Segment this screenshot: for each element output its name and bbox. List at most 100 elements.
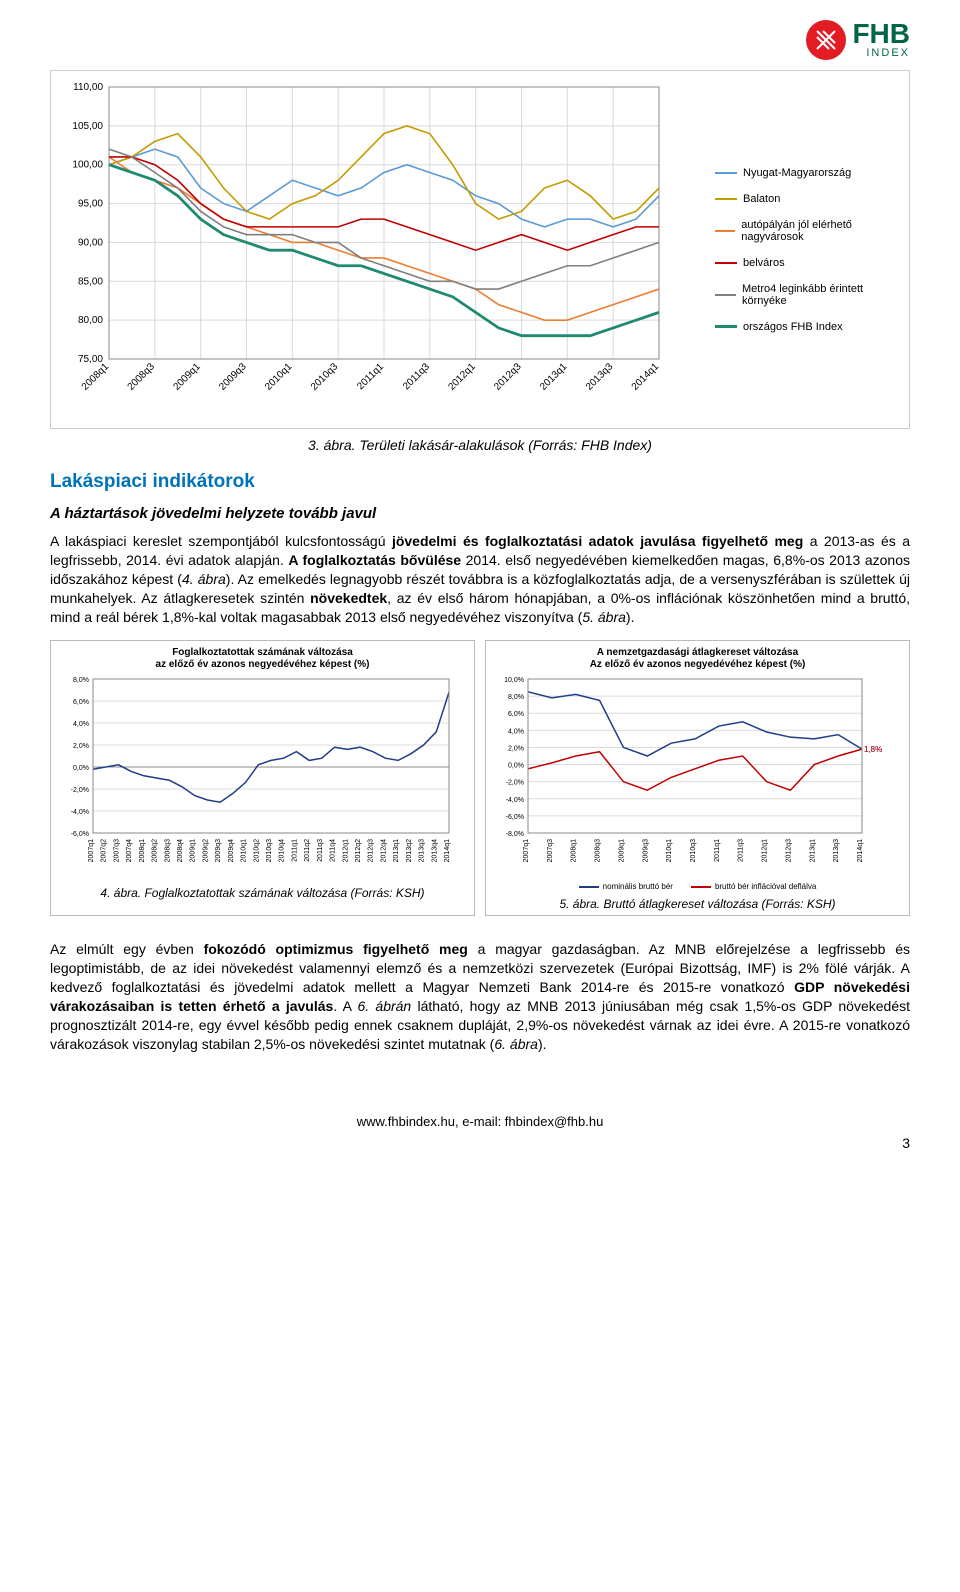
svg-text:2010q1: 2010q1 [263, 361, 295, 393]
svg-text:0,0%: 0,0% [73, 765, 89, 772]
svg-text:2009q4: 2009q4 [228, 839, 235, 862]
svg-text:2013q3: 2013q3 [584, 361, 616, 393]
section-heading: Lakáspiaci indikátorok [50, 471, 910, 493]
svg-text:2010q3: 2010q3 [266, 839, 273, 862]
svg-text:2009q3: 2009q3 [215, 839, 222, 862]
page-header: FHB INDEX [50, 20, 910, 60]
body-paragraph-2: Az elmúlt egy évben fokozódó optimizmus … [50, 940, 910, 1053]
svg-text:2009q1: 2009q1 [618, 839, 625, 862]
svg-text:2013q1: 2013q1 [809, 839, 816, 862]
svg-text:100,00: 100,00 [72, 160, 103, 171]
logo-mark-icon [806, 20, 846, 60]
svg-text:2012q4: 2012q4 [380, 839, 387, 862]
svg-text:2013q1: 2013q1 [393, 839, 400, 862]
svg-text:2010q1: 2010q1 [241, 839, 248, 862]
svg-text:2011q3: 2011q3 [738, 839, 745, 862]
svg-text:2008q2: 2008q2 [152, 839, 159, 862]
svg-text:2010q3: 2010q3 [690, 839, 697, 862]
chart4-title: Foglalkoztatottak számának változásaaz e… [55, 647, 470, 671]
svg-text:95,00: 95,00 [78, 199, 103, 210]
svg-text:10,0%: 10,0% [504, 677, 524, 684]
svg-text:0,0%: 0,0% [508, 763, 524, 770]
chart5-legend: nominális bruttó bérbruttó bér inflációv… [490, 882, 905, 891]
chart5-svg: -8,0%-6,0%-4,0%-2,0%0,0%2,0%4,0%6,0%8,0%… [490, 675, 890, 875]
svg-text:2009q1: 2009q1 [171, 361, 203, 393]
legend-item: bruttó bér inflációval deflálva [691, 882, 816, 891]
svg-text:2014q1: 2014q1 [630, 361, 662, 393]
svg-text:2011q3: 2011q3 [317, 839, 324, 862]
svg-text:2012q1: 2012q1 [762, 839, 769, 862]
svg-text:2010q1: 2010q1 [666, 839, 673, 862]
svg-text:2008q1: 2008q1 [139, 839, 146, 862]
svg-text:-6,0%: -6,0% [71, 831, 89, 838]
svg-text:2007q3: 2007q3 [113, 839, 120, 862]
svg-text:105,00: 105,00 [72, 121, 103, 132]
svg-text:2008q3: 2008q3 [126, 361, 158, 393]
svg-text:2013q4: 2013q4 [431, 839, 438, 862]
legend-item: Metro4 leginkább érintett környéke [715, 283, 903, 307]
figure4-caption: 4. ábra. Foglalkoztatottak számának vált… [55, 886, 470, 900]
svg-text:2008q1: 2008q1 [80, 361, 112, 393]
legend-item: autópályán jól elérhető nagyvárosok [715, 219, 903, 243]
svg-text:-6,0%: -6,0% [506, 814, 524, 821]
svg-text:2009q1: 2009q1 [190, 839, 197, 862]
legend-item: belváros [715, 257, 903, 269]
chart-figure-3: 75,0080,0085,0090,0095,00100,00105,00110… [50, 70, 910, 429]
svg-text:4,0%: 4,0% [508, 729, 524, 736]
svg-text:-4,0%: -4,0% [506, 797, 524, 804]
svg-text:90,00: 90,00 [78, 237, 103, 248]
svg-text:-2,0%: -2,0% [506, 780, 524, 787]
svg-text:2007q2: 2007q2 [101, 839, 108, 862]
svg-text:85,00: 85,00 [78, 276, 103, 287]
svg-text:2013q2: 2013q2 [406, 839, 413, 862]
svg-text:2014q1: 2014q1 [857, 839, 864, 862]
svg-text:80,00: 80,00 [78, 315, 103, 326]
svg-text:2008q3: 2008q3 [164, 839, 171, 862]
svg-text:6,0%: 6,0% [508, 712, 524, 719]
chart3-legend: Nyugat-MagyarországBalatonautópályán jól… [709, 71, 909, 428]
page-footer: www.fhbindex.hu, e-mail: fhbindex@fhb.hu [50, 1114, 910, 1129]
chart-figure-4: Foglalkoztatottak számának változásaaz e… [50, 640, 475, 916]
svg-text:2012q2: 2012q2 [355, 839, 362, 862]
svg-text:2012q3: 2012q3 [492, 361, 524, 393]
svg-text:2012q1: 2012q1 [446, 361, 478, 393]
svg-text:110,00: 110,00 [73, 82, 103, 93]
figure3-caption: 3. ábra. Területi lakásár-alakulások (Fo… [50, 437, 910, 453]
chart3-plot-area: 75,0080,0085,0090,0095,00100,00105,00110… [51, 71, 709, 428]
svg-text:2011q1: 2011q1 [355, 361, 386, 392]
charts-row-4-5: Foglalkoztatottak számának változásaaz e… [50, 640, 910, 916]
chart4-svg: -6,0%-4,0%-2,0%0,0%2,0%4,0%6,0%8,0%2007q… [55, 675, 455, 875]
svg-text:2007q4: 2007q4 [126, 839, 133, 862]
svg-text:2007q1: 2007q1 [523, 839, 530, 862]
svg-text:2014q1: 2014q1 [444, 839, 451, 862]
svg-text:6,0%: 6,0% [73, 699, 89, 706]
svg-text:2007q3: 2007q3 [547, 839, 554, 862]
svg-text:1,8%: 1,8% [864, 746, 882, 755]
svg-text:2009q3: 2009q3 [642, 839, 649, 862]
svg-text:2008q3: 2008q3 [595, 839, 602, 862]
svg-text:2012q1: 2012q1 [342, 839, 349, 862]
figure5-caption: 5. ábra. Bruttó átlagkereset változása (… [490, 897, 905, 911]
brand-logo: FHB INDEX [806, 20, 910, 60]
svg-text:2007q1: 2007q1 [88, 839, 95, 862]
svg-text:2012q3: 2012q3 [368, 839, 375, 862]
subsection-heading: A háztartások jövedelmi helyzete tovább … [50, 505, 910, 522]
svg-text:2010q3: 2010q3 [309, 361, 341, 393]
legend-item: országos FHB Index [715, 321, 903, 333]
svg-text:2009q3: 2009q3 [217, 361, 249, 393]
svg-text:-2,0%: -2,0% [71, 787, 89, 794]
svg-text:8,0%: 8,0% [508, 695, 524, 702]
logo-brand-text: FHB [852, 21, 910, 46]
legend-item: Nyugat-Magyarország [715, 167, 903, 179]
svg-text:-4,0%: -4,0% [71, 809, 89, 816]
svg-text:2011q3: 2011q3 [401, 361, 432, 392]
svg-text:4,0%: 4,0% [73, 721, 89, 728]
svg-text:2,0%: 2,0% [508, 746, 524, 753]
chart5-title: A nemzetgazdasági átlagkereset változása… [490, 647, 905, 671]
page-number: 3 [50, 1135, 910, 1151]
body-paragraph-1: A lakáspiaci kereslet szempontjából kulc… [50, 532, 910, 626]
svg-text:2012q3: 2012q3 [785, 839, 792, 862]
svg-text:2011q2: 2011q2 [304, 839, 311, 862]
svg-text:8,0%: 8,0% [73, 677, 89, 684]
svg-text:2013q1: 2013q1 [538, 361, 570, 393]
